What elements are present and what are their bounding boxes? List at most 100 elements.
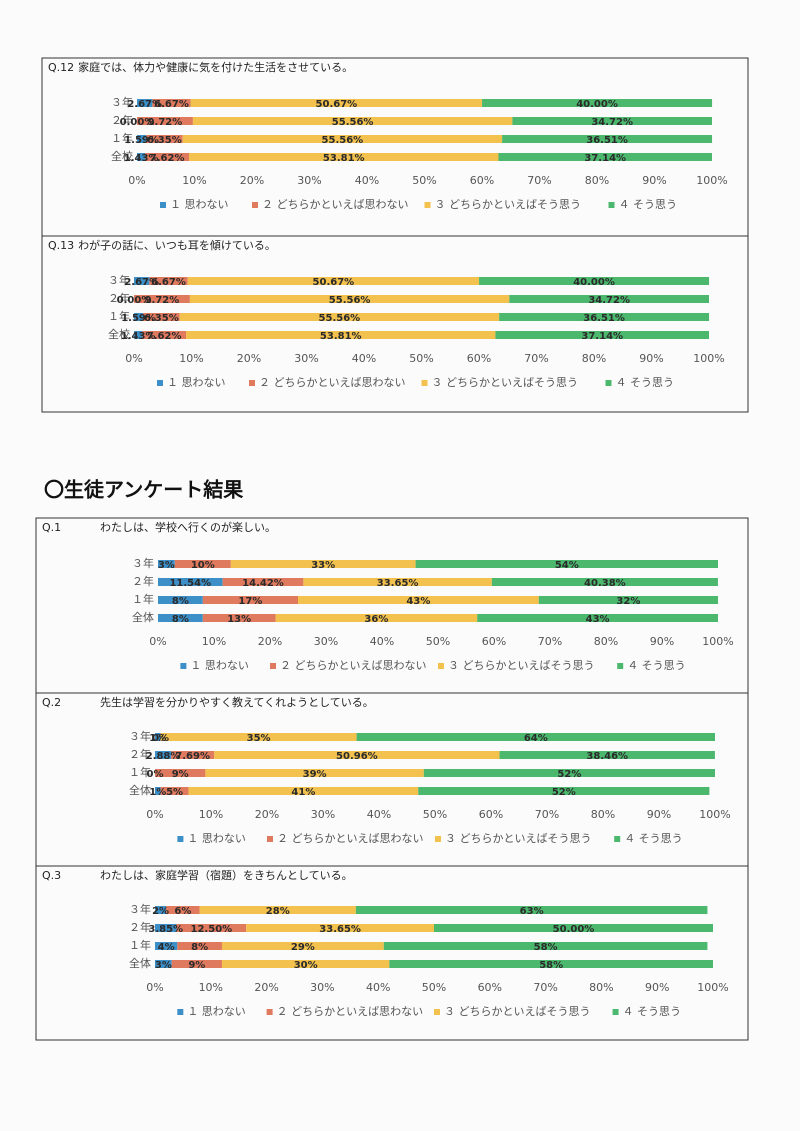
data-label: 9.72% bbox=[148, 117, 183, 128]
legend-swatch bbox=[249, 380, 255, 386]
legend-label: ２ どちらかといえば思わない bbox=[280, 659, 427, 672]
data-label: 33% bbox=[311, 560, 335, 571]
bar-segment bbox=[482, 99, 713, 107]
legend-label: １ 思わない bbox=[170, 198, 229, 211]
x-tick-label: 10% bbox=[199, 981, 223, 994]
bar-segment bbox=[303, 578, 492, 586]
legend-label: ３ どちらかといえばそう思う bbox=[432, 376, 579, 389]
data-label: 1% bbox=[149, 787, 166, 798]
question-number: Q.2 bbox=[42, 696, 61, 709]
legend-label: ４ そう思う bbox=[624, 832, 683, 845]
x-tick-label: 10% bbox=[202, 635, 226, 648]
x-tick-label: 0% bbox=[128, 174, 145, 187]
chart-title: Q.12 家庭では、体力や健康に気を付けた生活をさせている。 bbox=[48, 60, 353, 74]
data-label: 34.72% bbox=[588, 295, 630, 306]
chart-frame bbox=[41, 235, 749, 413]
data-label: 36.51% bbox=[583, 313, 625, 324]
bar-segment bbox=[190, 99, 483, 107]
data-label: 1.43% bbox=[124, 153, 159, 164]
question-number: Q.13 bbox=[48, 239, 74, 252]
chart-title: Q.13 わが子の話に、いつも耳を傾けている。 bbox=[48, 238, 276, 252]
category-label: ３年 bbox=[108, 273, 130, 287]
data-label: 6.35% bbox=[144, 313, 179, 324]
bar-segment bbox=[202, 596, 298, 604]
x-tick-label: 40% bbox=[366, 981, 390, 994]
section-heading: 〇生徒アンケート結果 bbox=[44, 478, 243, 502]
bar-segment bbox=[137, 135, 147, 143]
data-label: 37.14% bbox=[581, 331, 623, 342]
bar-segment bbox=[356, 733, 715, 741]
data-label: 2% bbox=[152, 906, 169, 917]
legend-label: ３ どちらかといえばそう思う bbox=[445, 832, 592, 845]
x-tick-label: 20% bbox=[258, 635, 282, 648]
data-label: 50.67% bbox=[316, 99, 358, 110]
data-label: 2.88% bbox=[146, 751, 181, 762]
data-label: 9% bbox=[172, 769, 189, 780]
category-label: 全校 bbox=[108, 327, 130, 341]
legend-label: ３ どちらかといえばそう思う bbox=[448, 659, 595, 672]
bar-segment bbox=[189, 295, 510, 303]
data-label: 8% bbox=[172, 614, 189, 625]
category-label: ２年 bbox=[129, 920, 151, 934]
bar-segment bbox=[221, 960, 390, 968]
x-tick-label: 20% bbox=[240, 174, 264, 187]
data-label: 40.00% bbox=[576, 99, 618, 110]
category-label: １年 bbox=[108, 309, 130, 323]
data-label: 3% bbox=[158, 560, 175, 571]
data-label: 7.69% bbox=[175, 751, 210, 762]
data-label: 8% bbox=[191, 942, 208, 953]
data-label: 53.81% bbox=[323, 153, 365, 164]
data-label: 13% bbox=[227, 614, 251, 625]
x-tick-label: 70% bbox=[527, 174, 551, 187]
legend-label: ４ そう思う bbox=[619, 198, 678, 211]
bar-segment bbox=[155, 942, 178, 950]
legend-label: １ 思わない bbox=[190, 659, 249, 672]
data-label: 50.00% bbox=[553, 924, 595, 935]
data-label: 58% bbox=[539, 960, 563, 971]
bar-segment bbox=[155, 751, 172, 759]
bar-segment bbox=[498, 153, 712, 161]
bar-segment bbox=[134, 331, 143, 339]
x-tick-label: 0% bbox=[125, 352, 142, 365]
bar-segment bbox=[171, 960, 222, 968]
bar-segment bbox=[499, 313, 710, 321]
bar-segment bbox=[383, 942, 708, 950]
data-label: 54% bbox=[555, 560, 579, 571]
legend-label: ２ どちらかといえば思わない bbox=[259, 376, 406, 389]
data-label: 43% bbox=[406, 596, 430, 607]
data-label: 64% bbox=[524, 733, 548, 744]
bar-segment bbox=[179, 313, 500, 321]
data-label: 55.56% bbox=[322, 135, 364, 146]
x-tick-label: 50% bbox=[426, 635, 450, 648]
bar-segment bbox=[355, 906, 708, 914]
x-tick-label: 20% bbox=[255, 808, 279, 821]
data-label: 17% bbox=[238, 596, 262, 607]
bar-segment bbox=[182, 135, 503, 143]
legend-label: ２ どちらかといえば思わない bbox=[277, 832, 424, 845]
bar-segment bbox=[155, 924, 177, 932]
x-tick-label: 40% bbox=[370, 635, 394, 648]
bar-segment bbox=[246, 924, 434, 932]
x-tick-label: 60% bbox=[479, 808, 503, 821]
bar-segment bbox=[502, 135, 713, 143]
data-label: 30% bbox=[294, 960, 318, 971]
bar-segment bbox=[477, 614, 718, 622]
data-label: 3.85% bbox=[148, 924, 183, 935]
x-tick-label: 80% bbox=[589, 981, 613, 994]
data-label: 35% bbox=[247, 733, 271, 744]
legend-label: ４ そう思う bbox=[627, 659, 686, 672]
question-number: Q.12 bbox=[48, 61, 74, 74]
category-label: １年 bbox=[129, 765, 151, 779]
data-label: 2.67% bbox=[124, 277, 159, 288]
data-label: 10% bbox=[191, 560, 215, 571]
x-tick-label: 0% bbox=[149, 635, 166, 648]
bar-segment bbox=[158, 578, 223, 586]
category-label: ３年 bbox=[129, 729, 151, 743]
bar-segment bbox=[137, 153, 146, 161]
data-label: 43% bbox=[586, 614, 610, 625]
legend-swatch bbox=[435, 836, 441, 842]
data-label: 7.62% bbox=[147, 331, 182, 342]
question-text: 先生は学習を分かりやすく教えてくれようとしている。 bbox=[100, 695, 374, 709]
data-label: 4% bbox=[158, 942, 175, 953]
category-label: １年 bbox=[132, 592, 154, 606]
